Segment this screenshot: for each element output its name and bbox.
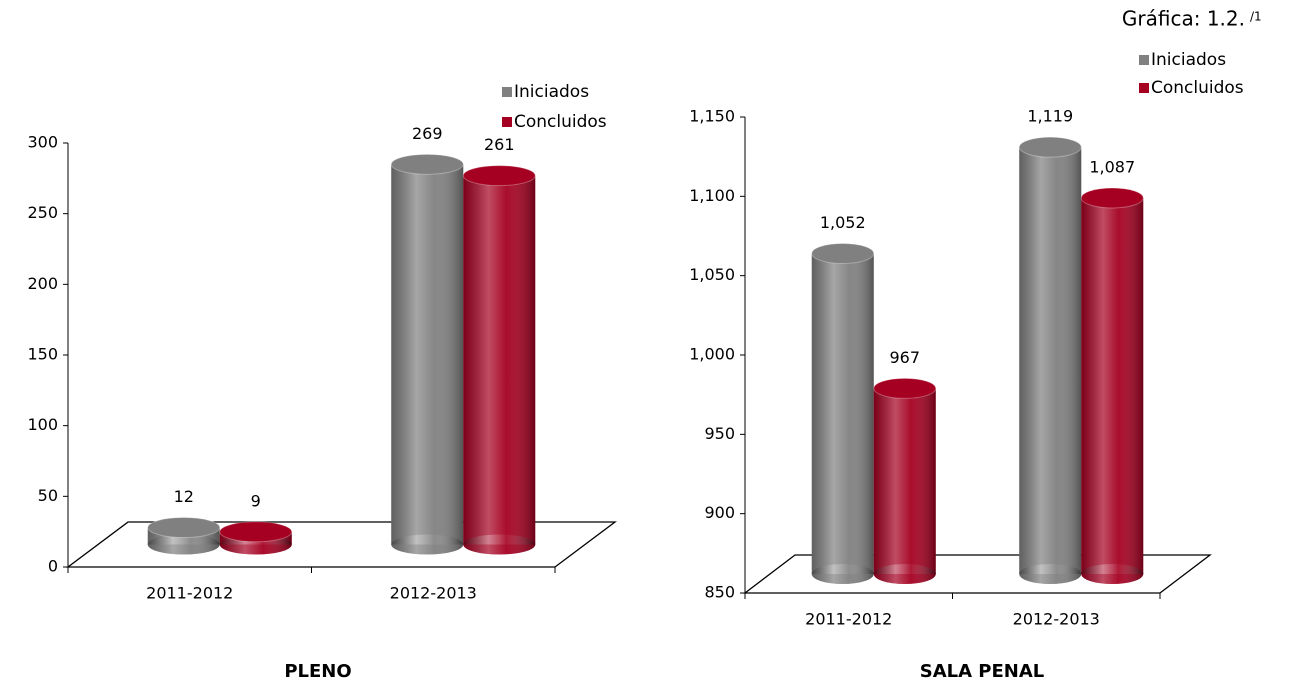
value-label: 1,087 (1089, 157, 1135, 176)
x-tick-label: 2012-2013 (1013, 610, 1100, 629)
bar-base-shade (811, 564, 874, 584)
chart-title: PLENO (284, 661, 351, 682)
bar-top (147, 517, 221, 539)
bar-base-shade (1081, 564, 1144, 584)
y-tick-label: 0 (48, 557, 58, 576)
x-tick-label: 2011-2012 (146, 584, 233, 603)
value-label: 12 (174, 487, 194, 506)
bar-top (462, 165, 536, 187)
bar-shade (873, 388, 936, 574)
y-tick-label: 1,000 (689, 345, 735, 364)
y-tick-label: 950 (704, 424, 735, 443)
bar-base-shade (463, 534, 536, 555)
y-tick-label: 50 (38, 486, 58, 505)
y-tick-label: 900 (704, 503, 735, 522)
value-label: 1,052 (820, 213, 866, 232)
legend-label: Concluidos (514, 112, 607, 132)
y-tick-label: 1,100 (689, 186, 735, 205)
y-tick-label: 250 (27, 203, 58, 222)
bar-shade (463, 175, 536, 545)
y-tick-label: 1,150 (689, 107, 735, 126)
y-tick-label: 200 (27, 274, 58, 293)
legend-swatch (1139, 83, 1149, 93)
legend-swatch (1139, 55, 1149, 65)
y-tick-label: 150 (27, 345, 58, 364)
value-label: 9 (251, 491, 261, 510)
legend-label: Concluidos (1151, 78, 1244, 98)
value-label: 1,119 (1027, 107, 1073, 126)
bar-base-shade (1019, 564, 1082, 584)
chart-title: SALA PENAL (920, 661, 1045, 682)
bar-shade (1081, 197, 1144, 574)
floor (66, 521, 617, 568)
bar-base-shade (147, 534, 220, 555)
bar-base-shade (391, 534, 464, 555)
value-label: 269 (412, 124, 443, 143)
bar-shade (1019, 147, 1082, 575)
y-tick-label: 850 (704, 583, 735, 602)
value-label: 967 (889, 348, 920, 367)
bar-shade (811, 253, 874, 574)
y-tick-label: 300 (27, 133, 58, 152)
bar-top (811, 242, 875, 264)
bar-top (390, 153, 464, 175)
floor (743, 554, 1212, 594)
caption: Gráfica: 1.2. (1122, 7, 1245, 31)
bar-top (1018, 136, 1082, 158)
legend-label: Iniciados (1151, 50, 1226, 70)
bar-shade (391, 164, 464, 545)
value-label: 261 (484, 135, 515, 154)
bar-top (873, 377, 937, 399)
legend-swatch (502, 87, 512, 97)
y-tick-label: 100 (27, 415, 58, 434)
x-tick-label: 2012-2013 (390, 584, 477, 603)
x-tick-label: 2011-2012 (805, 610, 892, 629)
bar-top (219, 521, 293, 543)
bar-top (1080, 187, 1144, 209)
caption-note: /1 (1250, 10, 1262, 24)
bar-base-shade (873, 564, 936, 584)
legend-swatch (502, 117, 512, 127)
legend-label: Iniciados (514, 82, 589, 102)
y-tick-label: 1,050 (689, 265, 735, 284)
